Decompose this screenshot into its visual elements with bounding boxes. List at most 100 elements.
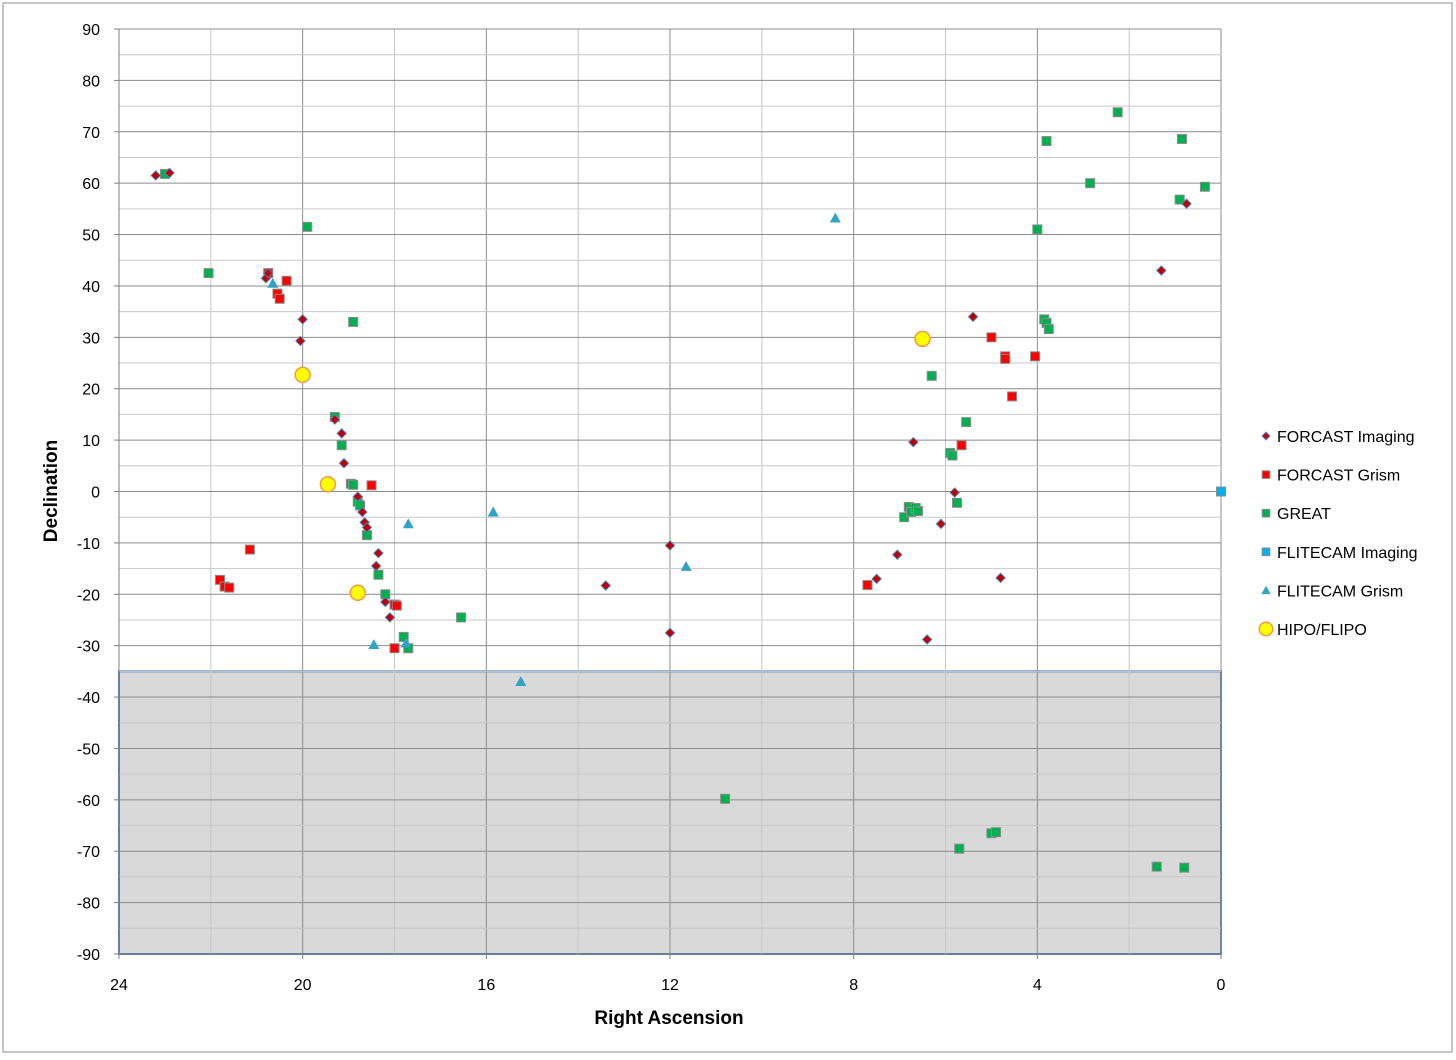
forcast-imaging-point [664, 540, 676, 551]
forcast-imaging-point [908, 436, 919, 448]
y-tick-label: -90 [77, 947, 100, 964]
forcast-imaging-point [357, 506, 368, 518]
forcast-imaging-point [949, 487, 960, 498]
forcast-imaging-point [1181, 198, 1192, 210]
forcast-grism-point [1000, 353, 1011, 364]
forcast-grism-point [281, 275, 292, 286]
flitecam-grism-point [487, 506, 499, 517]
legend-label-great: GREAT [1277, 506, 1331, 523]
forcast-imaging-point [338, 457, 350, 469]
great-point [912, 506, 923, 517]
forcast-imaging-point [967, 311, 979, 323]
great-point [1174, 194, 1185, 205]
flitecam-imaging-point [1216, 486, 1226, 497]
legend-marker-forcast-grism [1261, 470, 1271, 479]
hipo-flipo-point [294, 366, 311, 384]
forcast-grism-point [366, 480, 377, 491]
y-tick-label: -20 [77, 587, 100, 604]
forcast-imaging-point [380, 596, 391, 608]
legend-label-hipo-flipo: HIPO/FLIPO [1277, 622, 1367, 639]
legend-label-forcast-grism: FORCAST Grism [1277, 468, 1400, 485]
y-tick-label: -60 [77, 793, 100, 810]
x-tick-label: 16 [477, 977, 495, 994]
great-point [991, 827, 1002, 838]
y-tick-label: 90 [82, 22, 100, 39]
forcast-imaging-point [164, 167, 175, 179]
great-point [1179, 862, 1190, 873]
legend: FORCAST Imaging FORCAST Grism GREAT FLITECA… [1258, 429, 1417, 639]
legend-label-forcast-imaging: FORCAST Imaging [1277, 429, 1415, 446]
legend-marker-flitecam-grism [1261, 585, 1271, 595]
x-tick-label: 8 [849, 977, 858, 994]
y-tick-label: 60 [82, 176, 100, 193]
great-point [1151, 861, 1162, 872]
great-point [1112, 107, 1123, 118]
great-point [954, 843, 965, 854]
hipo-flipo-point [914, 330, 931, 348]
forcast-grism-point [862, 580, 873, 591]
forcast-imaging-point [1156, 265, 1167, 276]
forcast-grism-point [274, 293, 285, 304]
great-point [951, 497, 962, 508]
flitecam-grism-point [402, 518, 414, 529]
forcast-imaging-point [262, 267, 274, 279]
forcast-imaging-point [891, 549, 903, 561]
great-point [1043, 324, 1054, 335]
forcast-imaging-point [995, 572, 1006, 584]
data-points-layer [150, 107, 1226, 873]
y-tick-label: -30 [77, 639, 100, 656]
y-tick-label: -40 [77, 690, 100, 707]
y-tick-label: -70 [77, 844, 100, 861]
forcast-imaging-point [352, 491, 364, 502]
x-tick-label: 0 [1217, 977, 1226, 994]
forcast-imaging-point [361, 522, 373, 533]
y-tick-label: 50 [82, 228, 100, 245]
great-point [302, 221, 313, 232]
legend-marker-forcast-imaging [1261, 431, 1271, 441]
x-tick-label: 12 [661, 977, 679, 994]
flitecam-grism-point [515, 676, 527, 687]
y-tick-label: -50 [77, 741, 100, 758]
flitecam-grism-point [368, 639, 380, 650]
y-axis-title: Declination [41, 440, 62, 542]
flitecam-grism-point [680, 561, 692, 571]
great-point [947, 450, 958, 461]
y-tick-label: -80 [77, 896, 100, 913]
forcast-grism-point [1007, 391, 1018, 402]
y-tick-label: 20 [82, 382, 100, 399]
great-point [1199, 181, 1210, 192]
forcast-grism-point [244, 544, 255, 555]
forcast-imaging-point [150, 170, 162, 181]
legend-label-flitecam-imaging: FLITECAM Imaging [1277, 545, 1417, 562]
x-tick-label: 24 [110, 977, 128, 994]
forcast-imaging-point [373, 547, 384, 559]
y-tick-label: 70 [82, 125, 100, 142]
forcast-grism-point [224, 582, 235, 593]
great-point [348, 316, 359, 327]
forcast-grism-point [1030, 351, 1041, 362]
x-axis-title: Right Ascension [594, 1008, 743, 1029]
y-tick-label: 0 [91, 485, 100, 502]
y-tick-label: 40 [82, 279, 100, 296]
great-point [899, 512, 910, 523]
forcast-imaging-point [921, 634, 933, 645]
y-tick-label: 10 [82, 433, 100, 450]
forcast-grism-point [986, 332, 997, 343]
grid-layer [118, 28, 1222, 955]
forcast-imaging-point [336, 428, 348, 439]
legend-marker-flitecam-imaging [1261, 547, 1271, 557]
forcast-imaging-point [871, 573, 882, 585]
great-point [1032, 224, 1043, 235]
great-point [1041, 136, 1052, 147]
forcast-imaging-point [664, 627, 676, 639]
axis-layer: 24 20 16 12 8 4 09080706050403020100-10-20-30-… [77, 22, 1226, 994]
legend-label-flitecam-grism: FLITECAM Grism [1277, 583, 1403, 600]
great-point [348, 479, 359, 490]
y-tick-label: 30 [82, 330, 100, 347]
forcast-grism-point [391, 600, 402, 611]
y-tick-label: 80 [82, 73, 100, 90]
flitecam-grism-point [829, 212, 841, 223]
